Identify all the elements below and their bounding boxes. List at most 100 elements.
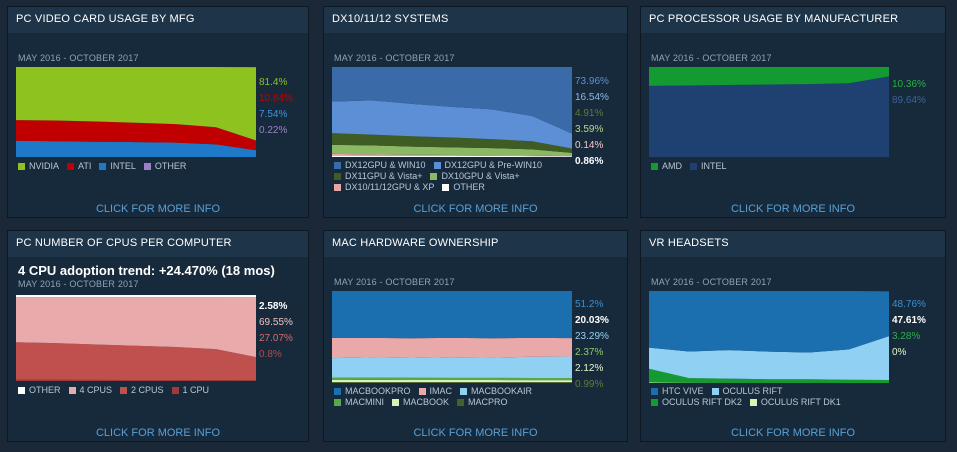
value-list: 10.36% 89.64% bbox=[892, 77, 926, 109]
series-area-htc-vive bbox=[649, 291, 889, 353]
series-value-label: 48.76% bbox=[892, 299, 926, 310]
legend-swatch bbox=[749, 399, 757, 406]
legend-swatch bbox=[67, 163, 75, 170]
legend-swatch bbox=[460, 388, 468, 395]
legend-label: IMAC bbox=[429, 386, 453, 396]
legend-label: OCULUS RIFT DK2 bbox=[662, 397, 742, 407]
series-value-label: 3.59% bbox=[575, 124, 604, 135]
legend-item: ATI bbox=[67, 161, 91, 172]
legend-label: OTHER bbox=[29, 385, 61, 395]
legend-swatch bbox=[334, 399, 341, 406]
legend: OTHER 4 CPUS 2 CPUS 1 CPU bbox=[18, 385, 217, 396]
legend-row: DX11GPU & Vista+ DX10GPU & Vista+ bbox=[334, 171, 550, 182]
more-info-link[interactable]: CLICK FOR MORE INFO bbox=[95, 203, 221, 215]
value-list: 73.96% 16.54% 4.91% 3.59% 0.14% 0.86% bbox=[575, 74, 609, 170]
panel-video-card-usage: PC VIDEO CARD USAGE BY MFG MAY 2016 - OC… bbox=[7, 6, 309, 218]
panel-processor-usage: PC PROCESSOR USAGE BY MANUFACTURER MAY 2… bbox=[640, 6, 946, 218]
series-area-intel bbox=[16, 140, 256, 157]
series-area-macbook bbox=[332, 379, 572, 383]
legend-swatch bbox=[651, 163, 658, 170]
date-range: MAY 2016 - OCTOBER 2017 bbox=[18, 279, 139, 289]
series-area-other bbox=[16, 295, 256, 298]
legend-row: OCULUS RIFT DK2 OCULUS RIFT DK1 bbox=[651, 397, 849, 408]
panel-vr-headsets: VR HEADSETS MAY 2016 - OCTOBER 2017 48.7… bbox=[640, 230, 946, 442]
panel-title: PC NUMBER OF CPUS PER COMPUTER bbox=[16, 237, 232, 249]
legend: AMD INTEL bbox=[651, 161, 735, 172]
panel-title: PC VIDEO CARD USAGE BY MFG bbox=[16, 13, 195, 25]
date-range: MAY 2016 - OCTOBER 2017 bbox=[334, 277, 455, 287]
series-value-label: 10.36% bbox=[892, 79, 926, 90]
legend-item: MACPRO bbox=[457, 397, 508, 408]
legend-label: MACBOOKAIR bbox=[471, 386, 533, 396]
stacked-area-chart bbox=[332, 67, 572, 157]
stacked-area-chart bbox=[649, 67, 889, 157]
more-info-link[interactable]: CLICK FOR MORE INFO bbox=[95, 427, 221, 439]
panel-header: PC VIDEO CARD USAGE BY MFG bbox=[8, 7, 308, 33]
series-value-label: 0.86% bbox=[575, 156, 604, 167]
series-area-dx11gpu-vista bbox=[332, 133, 572, 153]
series-area-intel bbox=[649, 76, 889, 157]
legend-item: OCULUS RIFT DK2 bbox=[651, 397, 742, 408]
legend-item: DX10/11/12GPU & XP bbox=[334, 182, 434, 193]
series-value-label: 23.29% bbox=[575, 331, 609, 342]
legend-label: AMD bbox=[662, 161, 682, 171]
panel-header: PC NUMBER OF CPUS PER COMPUTER bbox=[8, 231, 308, 257]
legend: MACBOOKPRO IMAC MACBOOKAIR MACMINI MACBOOK MA… bbox=[334, 386, 540, 408]
legend-item: 2 CPUS bbox=[120, 385, 164, 396]
legend-row: MACBOOKPRO IMAC MACBOOKAIR bbox=[334, 386, 540, 397]
legend-swatch bbox=[711, 388, 719, 395]
series-area-2-cpus bbox=[16, 342, 256, 381]
legend-item: NVIDIA bbox=[18, 161, 59, 172]
legend-item: OTHER bbox=[143, 161, 187, 172]
legend-label: OTHER bbox=[154, 161, 187, 171]
series-value-label: 47.61% bbox=[892, 315, 926, 326]
legend-label: DX10/11/12GPU & XP bbox=[345, 182, 435, 192]
legend-item: 4 CPUS bbox=[68, 385, 112, 396]
legend-swatch bbox=[143, 163, 151, 170]
legend-row: DX12GPU & WIN10 DX12GPU & Pre-WIN10 bbox=[334, 160, 550, 171]
more-info-link[interactable]: CLICK FOR MORE INFO bbox=[413, 427, 538, 439]
series-value-label: 10.84% bbox=[259, 93, 293, 104]
legend-label: MACBOOK bbox=[403, 397, 450, 407]
legend-item: INTEL bbox=[99, 161, 136, 172]
legend-swatch bbox=[430, 173, 438, 180]
series-value-label: 81.4% bbox=[259, 77, 288, 88]
legend-swatch bbox=[433, 162, 441, 169]
more-info-link[interactable]: CLICK FOR MORE INFO bbox=[413, 203, 538, 215]
legend-item: 1 CPU bbox=[171, 385, 209, 396]
legend: HTC VIVE OCULUS RIFT OCULUS RIFT DK2 OCULUS… bbox=[651, 386, 849, 408]
panel-title: PC PROCESSOR USAGE BY MANUFACTURER bbox=[649, 13, 899, 25]
legend-swatch bbox=[171, 387, 179, 394]
legend-label: DX12GPU & Pre-WIN10 bbox=[444, 160, 543, 170]
panel-header: PC PROCESSOR USAGE BY MANUFACTURER bbox=[641, 7, 945, 33]
legend-swatch bbox=[18, 387, 25, 394]
series-area-dx12gpu-pre-win10 bbox=[332, 100, 572, 149]
legend-label: NVIDIA bbox=[29, 161, 60, 171]
legend-swatch bbox=[334, 173, 341, 180]
legend-item: OTHER bbox=[18, 385, 61, 396]
legend-swatch bbox=[334, 162, 341, 169]
series-value-label: 4.91% bbox=[575, 108, 604, 119]
legend-label: OCULUS RIFT bbox=[722, 386, 783, 396]
series-value-label: 0.8% bbox=[259, 349, 282, 360]
legend-item: MACBOOKPRO bbox=[334, 386, 411, 397]
legend-swatch bbox=[68, 387, 76, 394]
legend-label: INTEL bbox=[701, 161, 727, 171]
legend-swatch bbox=[18, 163, 25, 170]
legend-label: ATI bbox=[78, 161, 92, 171]
legend-swatch bbox=[457, 399, 465, 406]
legend-item: IMAC bbox=[418, 386, 453, 397]
legend-item: DX10GPU & Vista+ bbox=[430, 171, 520, 182]
more-info-link[interactable]: CLICK FOR MORE INFO bbox=[730, 203, 856, 215]
stacked-area-chart bbox=[332, 291, 572, 383]
more-info-link[interactable]: CLICK FOR MORE INFO bbox=[730, 427, 856, 439]
series-value-label: 89.64% bbox=[892, 95, 926, 106]
series-value-label: 20.03% bbox=[575, 315, 609, 326]
value-list: 2.58% 69.55% 27.07% 0.8% bbox=[259, 299, 293, 363]
series-area-oculus-rift bbox=[649, 336, 889, 380]
legend-label: HTC VIVE bbox=[662, 386, 704, 396]
panel-header: MAC HARDWARE OWNERSHIP bbox=[324, 231, 627, 257]
series-value-label: 0.22% bbox=[259, 125, 288, 136]
series-value-label: 16.54% bbox=[575, 92, 609, 103]
legend-swatch bbox=[120, 387, 128, 394]
